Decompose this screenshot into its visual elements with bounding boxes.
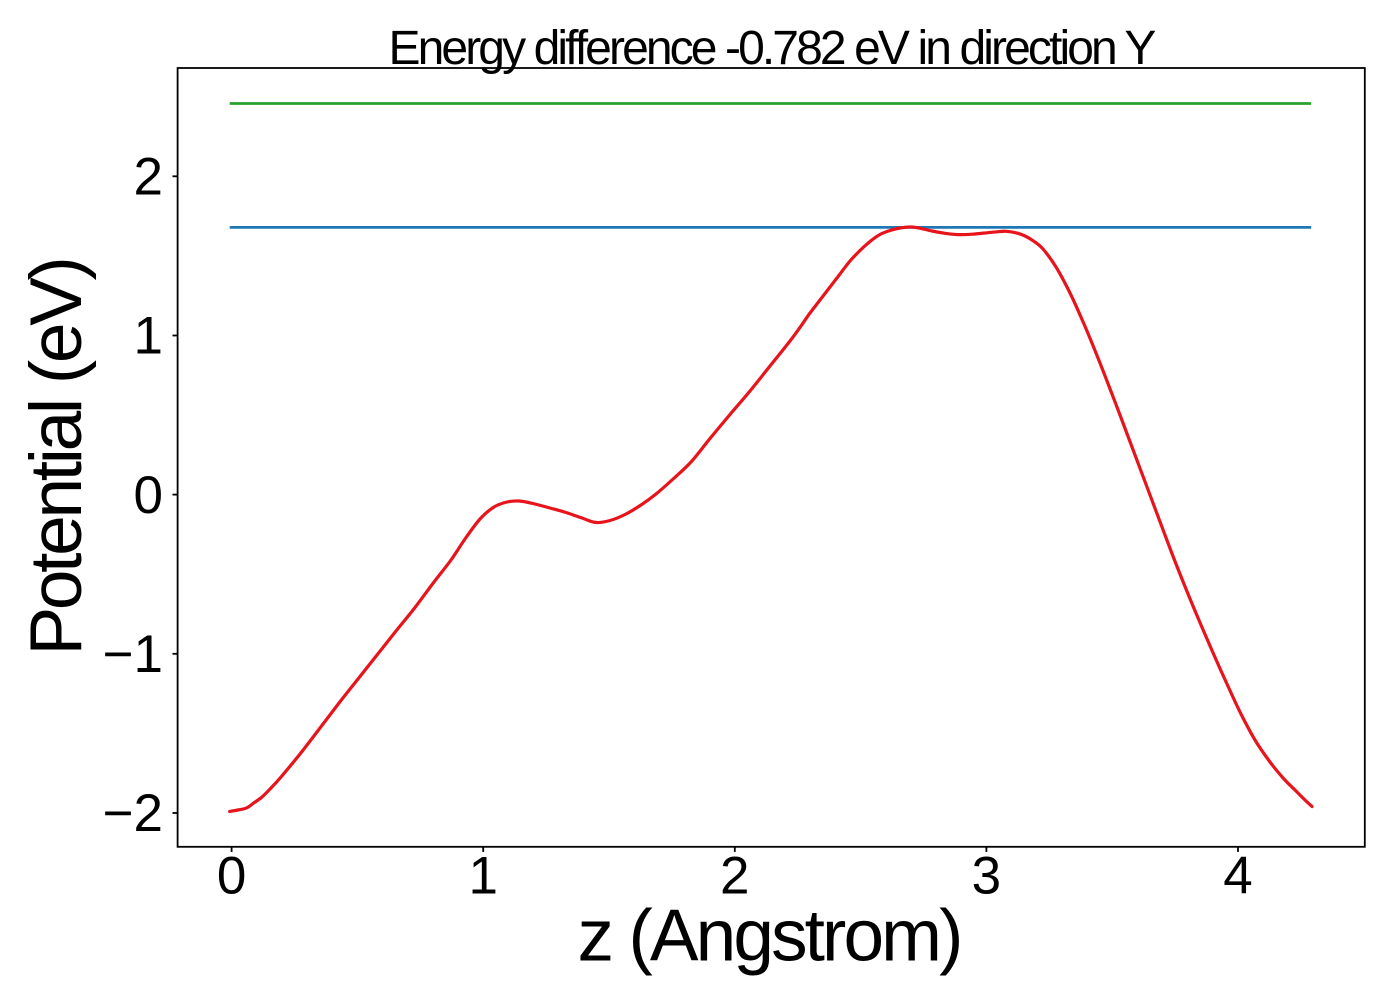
svg-text:z (Angstrom): z (Angstrom) bbox=[578, 896, 961, 977]
svg-text:0: 0 bbox=[134, 466, 163, 525]
svg-text:4: 4 bbox=[1223, 847, 1252, 906]
svg-text:1: 1 bbox=[134, 307, 163, 366]
svg-text:2: 2 bbox=[134, 148, 163, 207]
svg-text:1: 1 bbox=[468, 847, 497, 906]
svg-text:0: 0 bbox=[217, 847, 246, 906]
svg-text:Potential (eV): Potential (eV) bbox=[16, 259, 97, 655]
svg-text:2: 2 bbox=[720, 847, 749, 906]
svg-text:3: 3 bbox=[972, 847, 1001, 906]
svg-text:−2: −2 bbox=[103, 784, 163, 843]
svg-text:−1: −1 bbox=[103, 625, 163, 684]
svg-text:Energy difference -0.782 eV in: Energy difference -0.782 eV in direction… bbox=[389, 22, 1156, 75]
